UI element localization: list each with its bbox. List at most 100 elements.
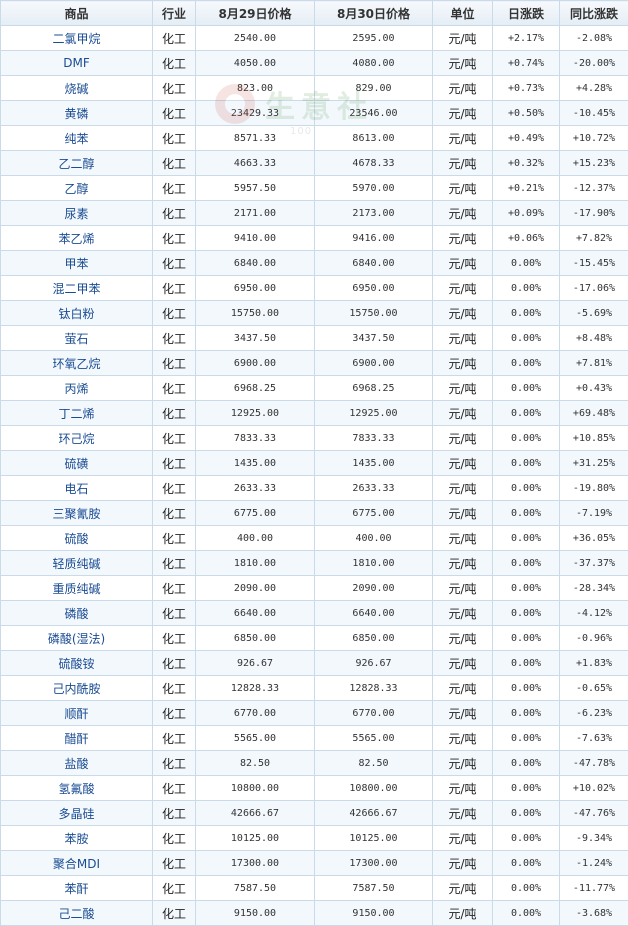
daily-change-cell: 0.00% (492, 325, 560, 351)
industry-cell: 化工 (152, 325, 196, 351)
unit-cell: 元/吨 (432, 150, 493, 176)
price-aug29-cell: 6850.00 (195, 625, 315, 651)
unit-cell: 元/吨 (432, 850, 493, 876)
yoy-change-cell: +7.82% (559, 225, 628, 251)
yoy-change-cell: -17.06% (559, 275, 628, 301)
product-name-link[interactable]: DMF (0, 50, 153, 76)
industry-cell: 化工 (152, 100, 196, 126)
daily-change-cell: 0.00% (492, 425, 560, 451)
daily-change-cell: +0.09% (492, 200, 560, 226)
industry-cell: 化工 (152, 25, 196, 51)
table-row: 己二酸 化工 9150.00 9150.00 元/吨 0.00% -3.68% (0, 900, 628, 926)
product-name-link[interactable]: 萤石 (0, 325, 153, 351)
product-name-link[interactable]: 己二酸 (0, 900, 153, 926)
price-aug29-cell: 3437.50 (195, 325, 315, 351)
price-aug29-cell: 2633.33 (195, 475, 315, 501)
price-aug29-cell: 5957.50 (195, 175, 315, 201)
industry-cell: 化工 (152, 300, 196, 326)
price-aug29-cell: 10125.00 (195, 825, 315, 851)
yoy-change-cell: +10.85% (559, 425, 628, 451)
product-name-link[interactable]: 尿素 (0, 200, 153, 226)
product-name-link[interactable]: 二氯甲烷 (0, 25, 153, 51)
product-name-link[interactable]: 黄磷 (0, 100, 153, 126)
product-name-link[interactable]: 顺酐 (0, 700, 153, 726)
price-aug29-cell: 17300.00 (195, 850, 315, 876)
industry-cell: 化工 (152, 525, 196, 551)
price-aug29-cell: 9410.00 (195, 225, 315, 251)
price-aug30-cell: 7833.33 (314, 425, 433, 451)
product-name-link[interactable]: 轻质纯碱 (0, 550, 153, 576)
product-name-link[interactable]: 丁二烯 (0, 400, 153, 426)
product-name-link[interactable]: 硫磺 (0, 450, 153, 476)
unit-cell: 元/吨 (432, 200, 493, 226)
product-name-link[interactable]: 甲苯 (0, 250, 153, 276)
price-aug29-cell: 42666.67 (195, 800, 315, 826)
product-name-link[interactable]: 乙醇 (0, 175, 153, 201)
product-name-link[interactable]: 醋酐 (0, 725, 153, 751)
price-aug30-cell: 6840.00 (314, 250, 433, 276)
price-aug29-cell: 6640.00 (195, 600, 315, 626)
product-name-link[interactable]: 乙二醇 (0, 150, 153, 176)
table-row: 氢氟酸 化工 10800.00 10800.00 元/吨 0.00% +10.02% (0, 775, 628, 801)
product-name-link[interactable]: 混二甲苯 (0, 275, 153, 301)
product-name-link[interactable]: 硫酸 (0, 525, 153, 551)
industry-cell: 化工 (152, 800, 196, 826)
product-name-link[interactable]: 己内酰胺 (0, 675, 153, 701)
product-name-link[interactable]: 苯乙烯 (0, 225, 153, 251)
price-aug30-cell: 12828.33 (314, 675, 433, 701)
table-row: 环氧乙烷 化工 6900.00 6900.00 元/吨 0.00% +7.81% (0, 350, 628, 376)
product-name-link[interactable]: 环氧乙烷 (0, 350, 153, 376)
industry-cell: 化工 (152, 575, 196, 601)
unit-cell: 元/吨 (432, 175, 493, 201)
product-name-link[interactable]: 环己烷 (0, 425, 153, 451)
industry-cell: 化工 (152, 750, 196, 776)
price-aug29-cell: 823.00 (195, 75, 315, 101)
price-aug29-cell: 10800.00 (195, 775, 315, 801)
product-name-link[interactable]: 磷酸 (0, 600, 153, 626)
industry-cell: 化工 (152, 475, 196, 501)
yoy-change-cell: -15.45% (559, 250, 628, 276)
price-aug30-cell: 4080.00 (314, 50, 433, 76)
product-name-link[interactable]: 重质纯碱 (0, 575, 153, 601)
industry-cell: 化工 (152, 600, 196, 626)
product-name-link[interactable]: 丙烯 (0, 375, 153, 401)
product-name-link[interactable]: 三聚氰胺 (0, 500, 153, 526)
industry-cell: 化工 (152, 700, 196, 726)
table-row: 尿素 化工 2171.00 2173.00 元/吨 +0.09% -17.90% (0, 200, 628, 226)
header-industry: 行业 (152, 0, 196, 26)
yoy-change-cell: +4.28% (559, 75, 628, 101)
product-name-link[interactable]: 氢氟酸 (0, 775, 153, 801)
yoy-change-cell: -12.37% (559, 175, 628, 201)
product-name-link[interactable]: 多晶硅 (0, 800, 153, 826)
unit-cell: 元/吨 (432, 700, 493, 726)
table-row: 醋酐 化工 5565.00 5565.00 元/吨 0.00% -7.63% (0, 725, 628, 751)
daily-change-cell: 0.00% (492, 900, 560, 926)
unit-cell: 元/吨 (432, 550, 493, 576)
product-name-link[interactable]: 磷酸(湿法) (0, 625, 153, 651)
yoy-change-cell: -4.12% (559, 600, 628, 626)
industry-cell: 化工 (152, 650, 196, 676)
unit-cell: 元/吨 (432, 825, 493, 851)
product-name-link[interactable]: 电石 (0, 475, 153, 501)
product-name-link[interactable]: 盐酸 (0, 750, 153, 776)
product-name-link[interactable]: 苯酐 (0, 875, 153, 901)
table-row: 多晶硅 化工 42666.67 42666.67 元/吨 0.00% -47.76% (0, 800, 628, 826)
table-row: 顺酐 化工 6770.00 6770.00 元/吨 0.00% -6.23% (0, 700, 628, 726)
table-row: 聚合MDI 化工 17300.00 17300.00 元/吨 0.00% -1.24% (0, 850, 628, 876)
table-row: 甲苯 化工 6840.00 6840.00 元/吨 0.00% -15.45% (0, 250, 628, 276)
product-name-link[interactable]: 硫酸铵 (0, 650, 153, 676)
daily-change-cell: +2.17% (492, 25, 560, 51)
price-aug30-cell: 1810.00 (314, 550, 433, 576)
yoy-change-cell: +31.25% (559, 450, 628, 476)
price-aug29-cell: 4663.33 (195, 150, 315, 176)
product-name-link[interactable]: 纯苯 (0, 125, 153, 151)
product-name-link[interactable]: 钛白粉 (0, 300, 153, 326)
product-name-link[interactable]: 烧碱 (0, 75, 153, 101)
daily-change-cell: +0.32% (492, 150, 560, 176)
product-name-link[interactable]: 聚合MDI (0, 850, 153, 876)
daily-change-cell: 0.00% (492, 775, 560, 801)
table-row: 环己烷 化工 7833.33 7833.33 元/吨 0.00% +10.85% (0, 425, 628, 451)
table-row: 纯苯 化工 8571.33 8613.00 元/吨 +0.49% +10.72% (0, 125, 628, 151)
product-name-link[interactable]: 苯胺 (0, 825, 153, 851)
